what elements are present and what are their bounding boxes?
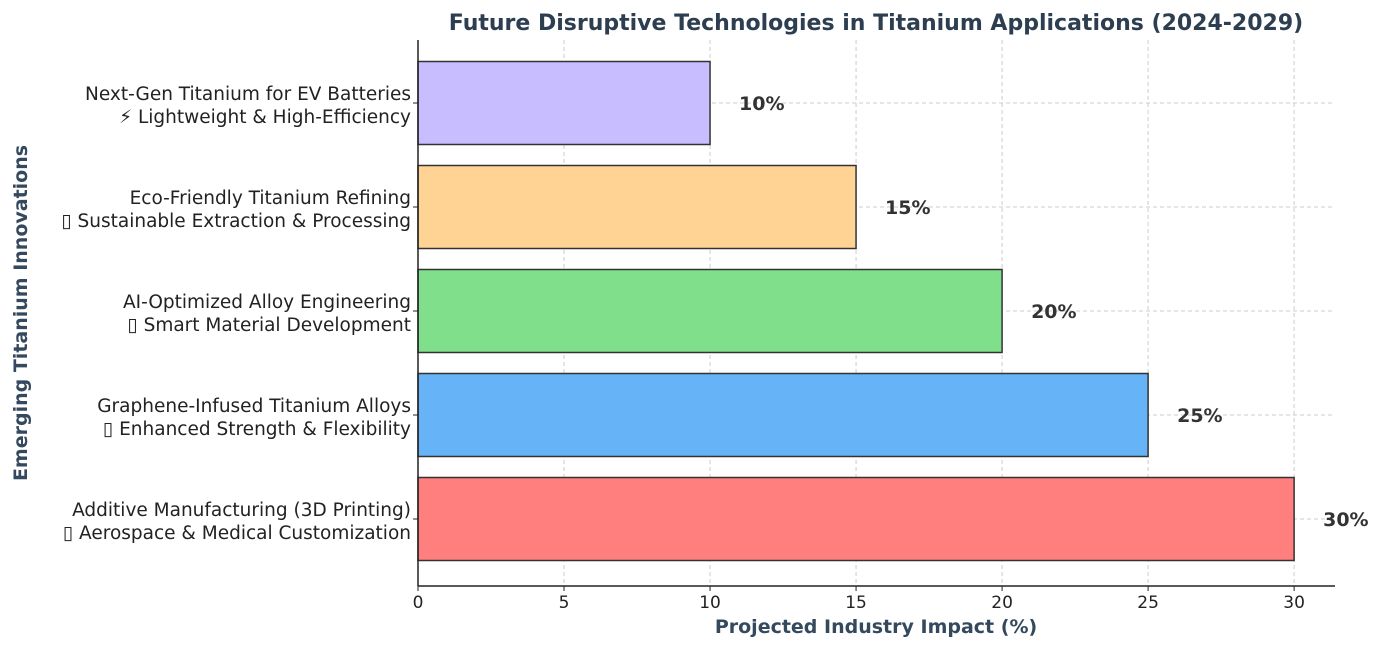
- y-axis-title: Emerging Titanium Innovations: [10, 145, 32, 481]
- bar: [417, 164, 857, 250]
- data-label: 20%: [1031, 301, 1076, 323]
- labels: 0 5 10 15 20 25 30 30% Additive Manufacturing (3…: [61, 84, 1368, 613]
- bars: [417, 60, 1295, 562]
- category-label: Eco-Friendly Titanium Refining: [130, 188, 411, 209]
- bar: [417, 372, 1149, 458]
- category-sublabel: ▯ Aerospace & Medical Customization: [63, 523, 411, 544]
- chart-title: Future Disruptive Technologies in Titani…: [449, 11, 1303, 36]
- data-label: 25%: [1177, 405, 1222, 427]
- x-tick-label: 5: [559, 593, 570, 613]
- category-sublabel: ⚡ Lightweight & High-Efficiency: [119, 107, 411, 128]
- x-tick-label: 0: [413, 593, 424, 613]
- category-label: Next-Gen Titanium for EV Batteries: [85, 84, 411, 105]
- data-label: 15%: [885, 197, 930, 219]
- category-label: Graphene-Infused Titanium Alloys: [97, 396, 411, 417]
- x-axis-title: Projected Industry Impact (%): [715, 616, 1037, 638]
- category-sublabel: ▯ Enhanced Strength & Flexibility: [103, 419, 411, 440]
- category-label: Additive Manufacturing (3D Printing): [72, 500, 411, 521]
- x-tick-label: 30: [1283, 593, 1305, 613]
- category-sublabel: ▯ Smart Material Development: [128, 315, 411, 336]
- x-tick-label: 10: [699, 593, 721, 613]
- x-tick-label: 15: [845, 593, 867, 613]
- category-sublabel: ▯ Sustainable Extraction & Processing: [61, 211, 411, 232]
- x-tick-label: 20: [991, 593, 1013, 613]
- bar: [417, 268, 1003, 354]
- x-tick-label: 25: [1137, 593, 1159, 613]
- bar: [417, 476, 1295, 562]
- axes: [413, 40, 1335, 591]
- data-label: 30%: [1323, 509, 1368, 531]
- data-label: 10%: [739, 93, 784, 115]
- category-label: AI-Optimized Alloy Engineering: [123, 292, 411, 313]
- bar: [417, 60, 711, 146]
